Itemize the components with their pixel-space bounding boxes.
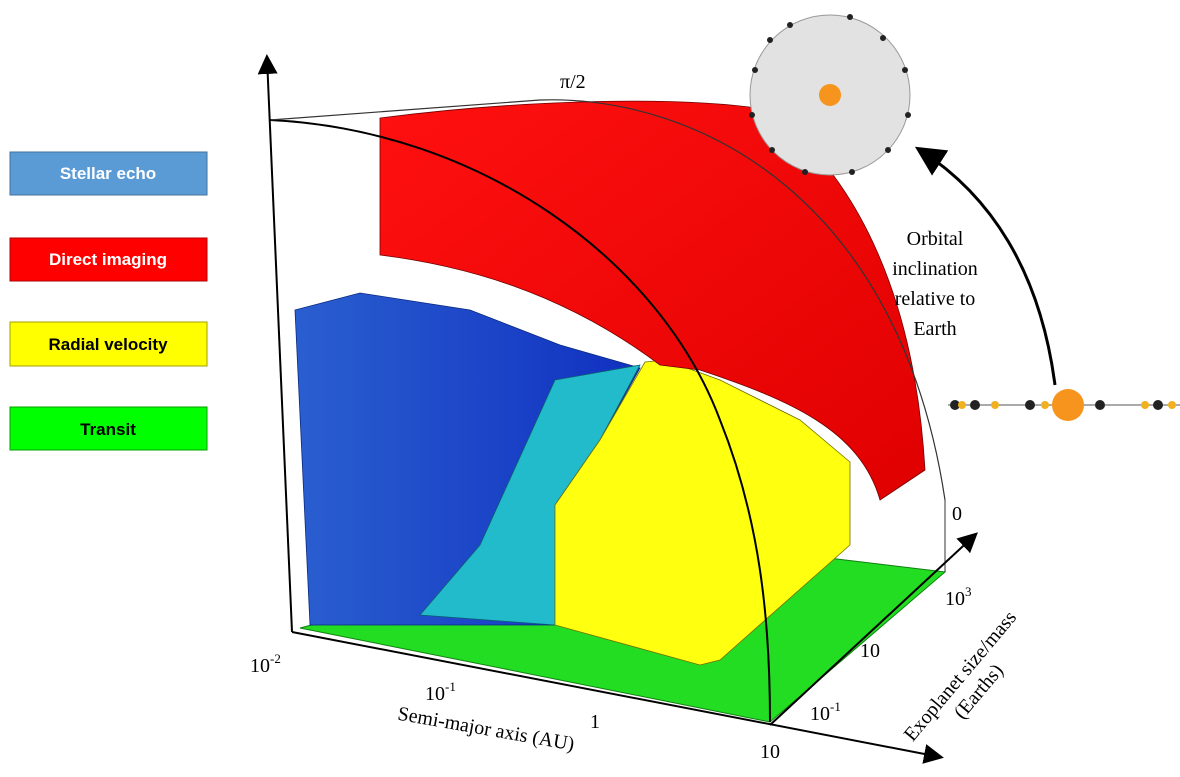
legend-swatch xyxy=(9,237,208,282)
legend-label: Direct imaging xyxy=(49,250,167,269)
x-tick-label: 10-1 xyxy=(425,679,456,705)
x-tick-label: 1 xyxy=(590,711,600,733)
inclination-arc xyxy=(269,119,771,723)
legend-swatch xyxy=(9,321,208,367)
z-tick-label: 0 xyxy=(952,503,962,525)
annotation: Earth xyxy=(913,318,956,340)
y-tick-label: 10 xyxy=(860,640,880,662)
orbit-edge-on xyxy=(948,389,1180,421)
legend-label: Radial velocity xyxy=(48,335,168,354)
legend-label: Transit xyxy=(80,420,136,439)
y-tick-label: 10-1 xyxy=(810,699,841,725)
z-tick-label: π/2 xyxy=(560,71,586,93)
legend-label: Stellar echo xyxy=(60,164,156,183)
star xyxy=(1052,389,1084,421)
star xyxy=(819,84,841,106)
x-axis-label: Semi-major axis (AU) xyxy=(396,703,576,756)
annotation: Orbital xyxy=(907,228,964,250)
legend: Stellar echo Direct imaging Radial veloc… xyxy=(9,151,208,451)
z-axis xyxy=(257,54,293,633)
arrow xyxy=(914,146,1057,386)
orbit-face-on xyxy=(749,14,911,176)
x-axis xyxy=(291,631,944,764)
radial-velocity-region xyxy=(554,359,851,666)
direct-imaging-region xyxy=(379,100,926,501)
y-tick-label: 103 xyxy=(945,584,972,610)
annotation: inclination xyxy=(892,258,978,280)
x-tick-label: 10 xyxy=(760,741,780,763)
outline-arc xyxy=(269,99,946,501)
legend-swatch xyxy=(9,151,208,196)
annotation: relative to xyxy=(895,288,976,310)
legend-swatch xyxy=(9,406,208,451)
x-tick-label: 10-2 xyxy=(250,651,281,677)
y-axis xyxy=(769,532,978,726)
